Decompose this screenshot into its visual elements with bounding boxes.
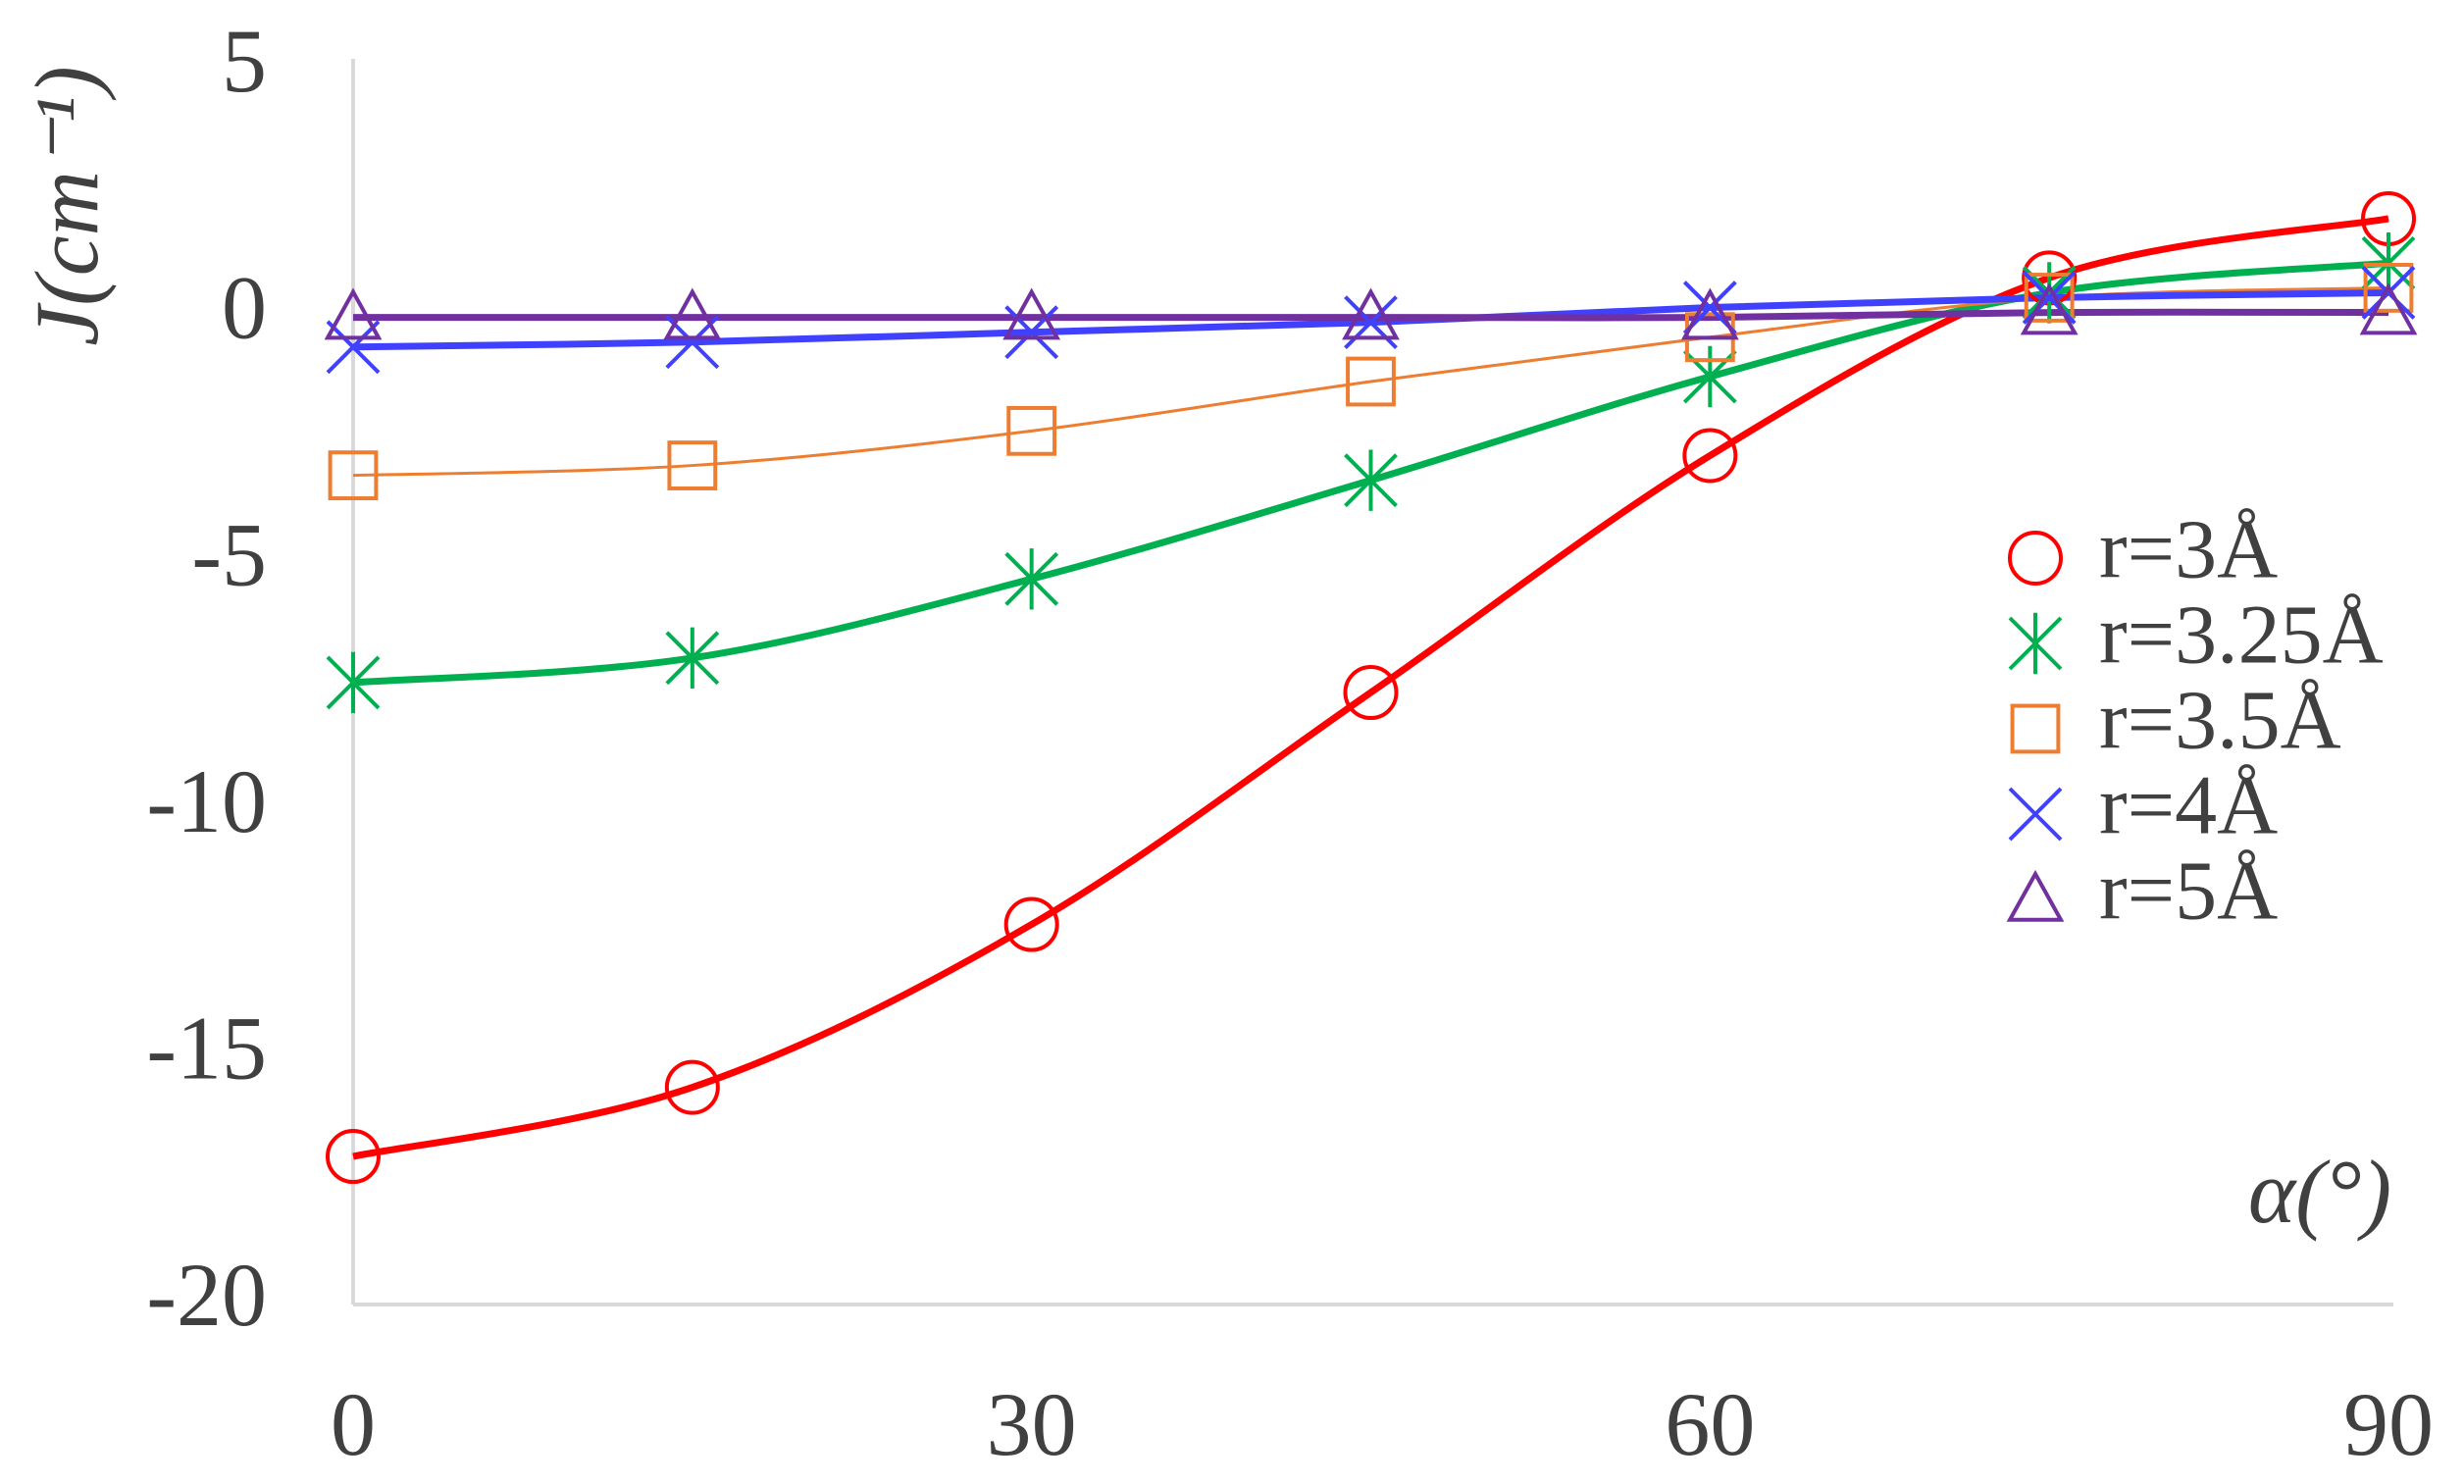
- data-point: [663, 287, 722, 340]
- data-point: [324, 287, 383, 340]
- x-tick-label: 60: [1665, 1374, 1755, 1474]
- marker-shape: [2008, 787, 2063, 842]
- data-point: [665, 627, 720, 690]
- marker-shape: [1682, 428, 1738, 484]
- marker-shape: [2008, 612, 2063, 675]
- marker-shape: [2008, 531, 2063, 586]
- legend-label: r=3.25Å: [2099, 588, 2384, 682]
- data-point: [1004, 305, 1059, 360]
- marker-shape: [324, 287, 383, 340]
- legend-marker: [2008, 531, 2063, 586]
- marker-shape: [1682, 345, 1737, 408]
- x-tick-label: 90: [2343, 1374, 2434, 1474]
- legend-marker: [2006, 869, 2065, 922]
- marker-shape: [664, 1059, 720, 1115]
- marker-shape: [1342, 287, 1400, 340]
- marker-shape: [1680, 287, 1739, 340]
- legend-marker: [2008, 787, 2063, 842]
- data-point: [2024, 273, 2075, 323]
- data-point: [1682, 428, 1738, 484]
- marker-shape: [2020, 282, 2079, 335]
- data-point: [664, 1059, 720, 1115]
- marker-shape: [2006, 869, 2065, 922]
- data-point: [1002, 287, 1061, 340]
- marker-shape: [1344, 449, 1398, 511]
- data-point: [1342, 287, 1400, 340]
- series-line: [352, 308, 2389, 322]
- data-point: [328, 450, 379, 501]
- y-axis-label: J(cm⁻¹): [17, 66, 117, 346]
- data-point: [2359, 282, 2418, 335]
- marker-shape: [2363, 263, 2414, 313]
- marker-shape: [663, 287, 722, 340]
- marker-shape: [1003, 896, 1059, 952]
- legend-marker: [2008, 612, 2063, 675]
- marker-shape: [326, 320, 381, 375]
- data-point: [1003, 896, 1059, 952]
- marker-shape: [2361, 266, 2416, 320]
- data-point: [326, 320, 381, 375]
- legend-marker: [2010, 703, 2061, 754]
- data-point: [1006, 405, 1057, 456]
- y-tick-label: -15: [146, 998, 267, 1099]
- marker-shape: [667, 440, 718, 490]
- marker-shape: [2359, 282, 2418, 335]
- legend-label: r=5Å: [2099, 844, 2278, 938]
- data-point: [2361, 266, 2416, 320]
- marker-shape: [2024, 273, 2075, 323]
- marker-shape: [326, 1129, 381, 1185]
- data-point: [326, 1129, 381, 1185]
- marker-shape: [1346, 356, 1396, 407]
- marker-shape: [665, 627, 720, 690]
- y-tick-label: 5: [222, 11, 267, 111]
- data-point: [2363, 263, 2414, 313]
- marker-shape: [1004, 305, 1059, 360]
- marker-shape: [326, 651, 381, 714]
- y-tick-label: 0: [222, 258, 267, 358]
- data-point: [1680, 287, 1739, 340]
- marker-shape: [2010, 703, 2061, 754]
- marker-shape: [1004, 548, 1059, 610]
- data-point: [1004, 548, 1059, 610]
- marker-shape: [1002, 287, 1061, 340]
- y-tick-label: -20: [146, 1245, 267, 1345]
- data-point: [1346, 356, 1396, 407]
- legend-label: r=4Å: [2099, 758, 2278, 852]
- marker-shape: [328, 450, 379, 501]
- legend-label: r=3.5Å: [2099, 673, 2341, 767]
- x-tick-label: 30: [987, 1374, 1077, 1474]
- data-point: [1343, 665, 1399, 721]
- data-point: [326, 651, 381, 714]
- y-tick-label: -10: [146, 751, 267, 851]
- marker-shape: [1343, 665, 1399, 721]
- x-axis-label: α(°): [2248, 1142, 2391, 1242]
- x-tick-label: 0: [331, 1374, 376, 1474]
- data-point: [667, 440, 718, 490]
- legend-label: r=3Å: [2099, 502, 2278, 596]
- data-point: [1682, 345, 1737, 408]
- marker-shape: [1006, 405, 1057, 456]
- data-point: [1344, 449, 1398, 511]
- data-point: [2020, 282, 2079, 335]
- y-tick-label: -5: [191, 504, 267, 604]
